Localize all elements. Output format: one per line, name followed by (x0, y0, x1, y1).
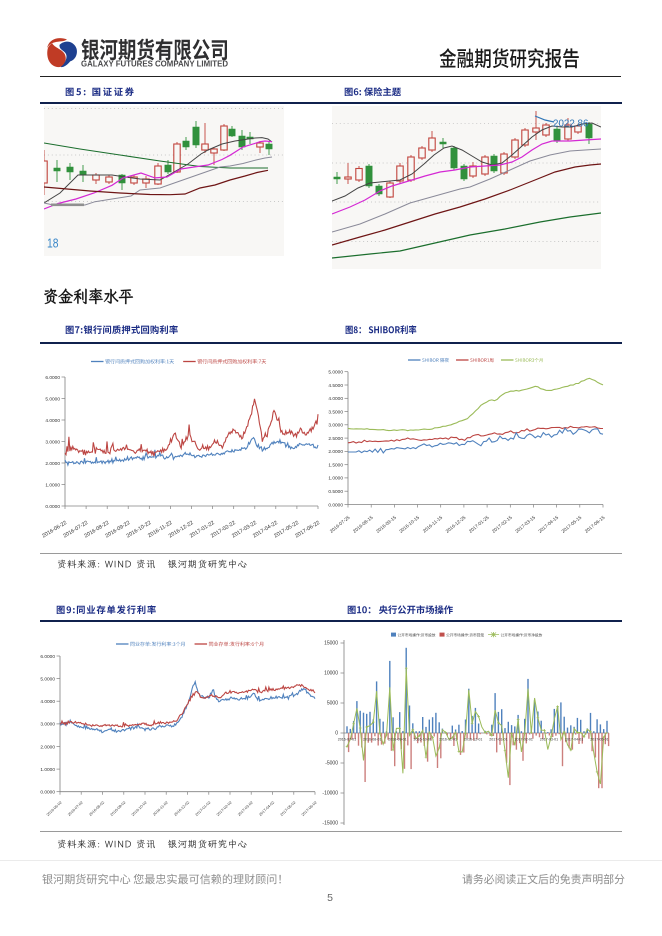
svg-text:1.0000: 1.0000 (45, 482, 60, 488)
svg-text:2017-02-15: 2017-02-15 (491, 515, 513, 534)
svg-text:2022.86: 2022.86 (553, 119, 589, 130)
svg-text:2017-03-02: 2017-03-02 (237, 801, 254, 817)
svg-text:1.0000: 1.0000 (40, 767, 55, 773)
svg-text:2017-03-01: 2017-03-01 (540, 738, 558, 742)
svg-text:2017-04-01: 2017-04-01 (565, 738, 583, 742)
svg-text:4.0000: 4.0000 (45, 418, 60, 424)
svg-text:2.5000: 2.5000 (328, 436, 343, 442)
svg-text:2016-10-15: 2016-10-15 (398, 515, 420, 534)
svg-text:-5000: -5000 (325, 761, 338, 767)
svg-text:2016-11-15: 2016-11-15 (422, 515, 444, 534)
svg-text:2016-09-02: 2016-09-02 (110, 801, 127, 817)
svg-text:2016-11-01: 2016-11-01 (439, 738, 457, 742)
svg-text:2016-12-25: 2016-12-25 (445, 515, 467, 534)
svg-text:5.0000: 5.0000 (45, 396, 60, 402)
svg-text:2.0000: 2.0000 (40, 744, 55, 750)
svg-text:1.0000: 1.0000 (328, 476, 343, 482)
svg-text:GALAXY FUTURES COMPANY LIMITED: GALAXY FUTURES COMPANY LIMITED (81, 59, 228, 69)
svg-text:6.0000: 6.0000 (45, 375, 60, 381)
svg-text:10000: 10000 (324, 671, 338, 677)
svg-text:0.0000: 0.0000 (45, 504, 60, 510)
svg-text:2016-10-02: 2016-10-02 (131, 801, 148, 817)
svg-text:2016-07-01: 2016-07-01 (338, 738, 356, 742)
svg-text:3.0000: 3.0000 (328, 423, 343, 429)
svg-text:2016-11-02: 2016-11-02 (152, 801, 169, 817)
svg-text:2017-04-02: 2017-04-02 (258, 801, 275, 817)
svg-text:2016-12-02: 2016-12-02 (173, 801, 190, 817)
svg-text:2.0000: 2.0000 (45, 461, 60, 467)
svg-text:0.5000: 0.5000 (328, 489, 343, 495)
svg-text:2016-08-02: 2016-08-02 (88, 801, 105, 817)
svg-text:4.0000: 4.0000 (328, 396, 343, 402)
svg-text:5.0000: 5.0000 (328, 370, 343, 376)
svg-text:2016-09-01: 2016-09-01 (388, 738, 406, 742)
svg-text:2017-01-02: 2017-01-02 (195, 801, 212, 817)
svg-text:2016-08-15: 2016-08-15 (352, 515, 374, 534)
svg-text:2016-07-25: 2016-07-25 (329, 515, 351, 534)
svg-text:15000: 15000 (324, 641, 338, 647)
svg-text:2017-02-01: 2017-02-01 (515, 738, 533, 742)
svg-text:1.5000: 1.5000 (328, 463, 343, 469)
svg-text:5.0000: 5.0000 (40, 676, 55, 682)
svg-text:4.5000: 4.5000 (328, 383, 343, 389)
svg-text:2017-05-15: 2017-05-15 (561, 515, 583, 534)
svg-text:5000: 5000 (327, 701, 338, 707)
svg-text:4.0000: 4.0000 (40, 699, 55, 705)
svg-text:2017-04-15: 2017-04-15 (537, 515, 559, 534)
svg-text:2016-07-02: 2016-07-02 (67, 801, 84, 817)
svg-text:0.0000: 0.0000 (328, 502, 343, 508)
svg-text:0.0000: 0.0000 (40, 790, 55, 796)
svg-text:2017-01-25: 2017-01-25 (468, 515, 490, 534)
svg-text:2017-02-02: 2017-02-02 (216, 801, 233, 817)
svg-text:2017-03-15: 2017-03-15 (514, 515, 536, 534)
svg-text:18: 18 (47, 237, 59, 251)
svg-text:2016-06-02: 2016-06-02 (46, 801, 63, 817)
svg-text:-15000: -15000 (322, 821, 338, 827)
svg-text:3.0000: 3.0000 (40, 722, 55, 728)
svg-text:2017-05-01: 2017-05-01 (590, 738, 608, 742)
svg-text:3.0000: 3.0000 (45, 439, 60, 445)
svg-text:2016-12-01: 2016-12-01 (464, 738, 482, 742)
svg-text:2017-06-15: 2017-06-15 (584, 515, 606, 534)
svg-text:2017-01-01: 2017-01-01 (489, 738, 507, 742)
svg-text:2016-10-01: 2016-10-01 (414, 738, 432, 742)
svg-text:2.0000: 2.0000 (328, 449, 343, 455)
svg-text:2017-05-02: 2017-05-02 (280, 801, 297, 817)
svg-text:-10000: -10000 (322, 791, 338, 797)
svg-text:3.5000: 3.5000 (328, 409, 343, 415)
svg-text:2016-09-15: 2016-09-15 (375, 515, 397, 534)
svg-text:0: 0 (335, 731, 338, 737)
svg-text:6.0000: 6.0000 (40, 654, 55, 660)
svg-text:2016-08-01: 2016-08-01 (363, 738, 381, 742)
